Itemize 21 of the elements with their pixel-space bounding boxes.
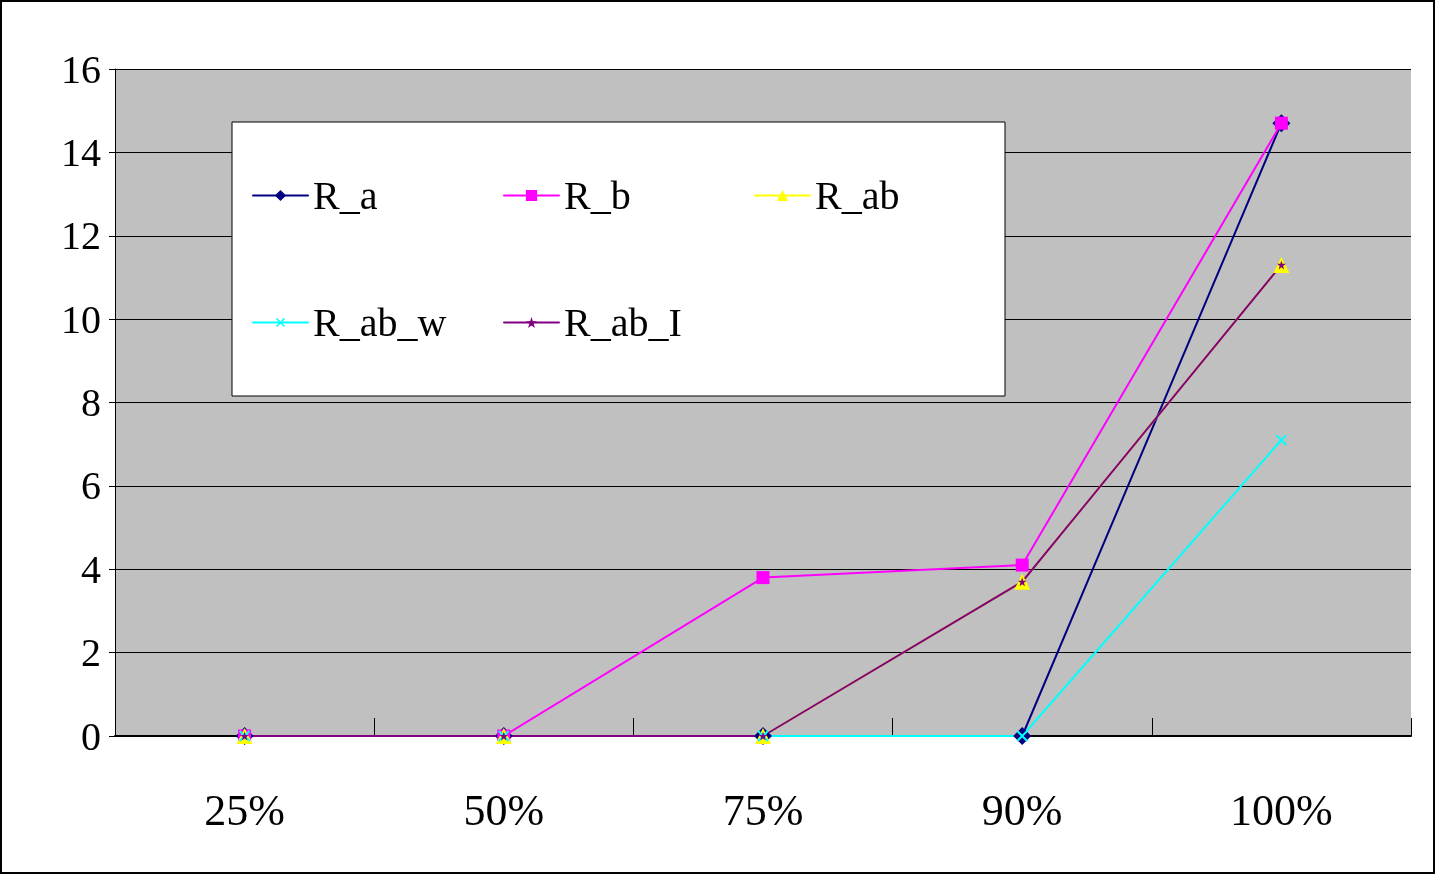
y-tick-label: 6 [81, 463, 101, 509]
point [756, 571, 770, 585]
y-tick-label: 2 [81, 630, 101, 676]
y-tick-label: 10 [61, 296, 101, 342]
legend-label: R_b [564, 173, 631, 218]
x-tick-label: 50% [463, 785, 545, 835]
x-tick-label: 75% [722, 785, 804, 835]
y-tick-label: 4 [81, 546, 101, 592]
legend-label: R_a [313, 173, 378, 218]
y-tick-label: 16 [61, 46, 101, 92]
x-tick-label: 100% [1230, 785, 1333, 835]
point [1015, 558, 1029, 572]
y-tick-label: 14 [61, 129, 101, 175]
legend-label: R_ab_I [564, 300, 682, 345]
legend-label: R_ab_w [313, 300, 447, 345]
x-tick-label: 25% [204, 785, 285, 835]
x-tick-label: 90% [981, 785, 1063, 835]
y-tick-label: 12 [61, 213, 101, 259]
y-tick-label: 8 [81, 380, 101, 425]
legend-label: R_ab [815, 173, 900, 218]
y-tick-label: 0 [81, 713, 101, 759]
